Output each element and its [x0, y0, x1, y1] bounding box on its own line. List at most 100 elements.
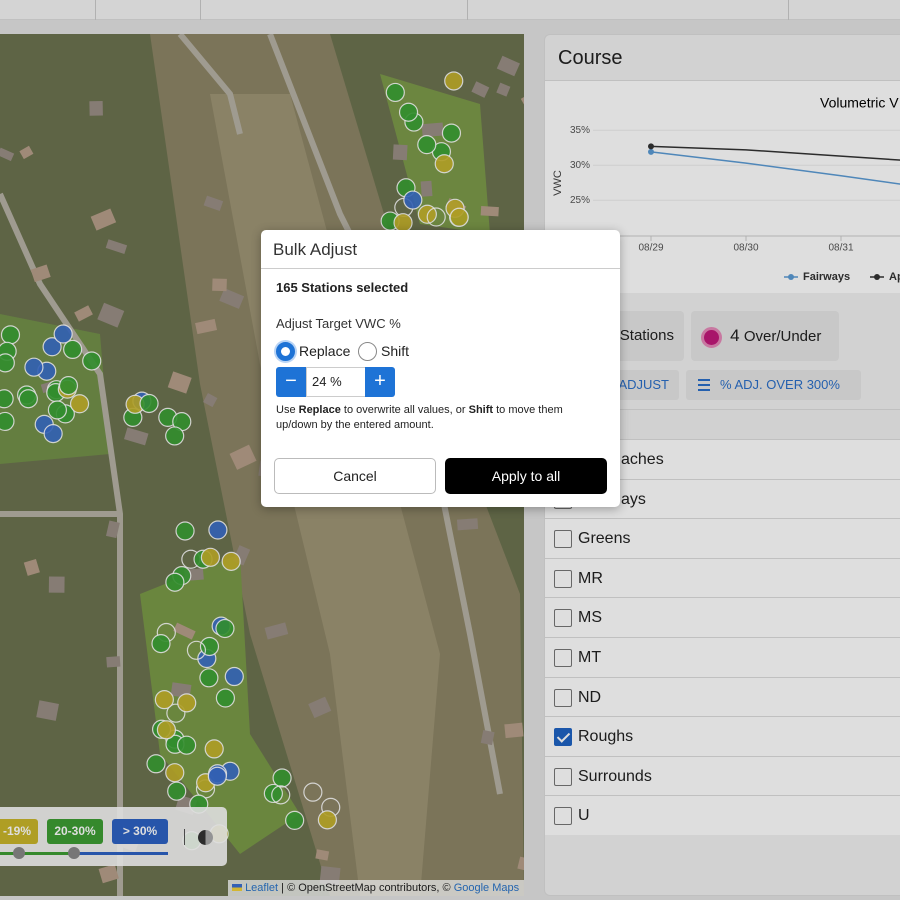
cancel-button[interactable]: Cancel — [274, 458, 436, 494]
checkbox[interactable] — [554, 569, 572, 588]
station-marker — [221, 551, 241, 571]
station-marker — [139, 393, 159, 414]
row-label: ND — [578, 688, 602, 706]
radio-button[interactable] — [276, 342, 295, 361]
map[interactable]: -19% 20-30% > 30% Leaflet | © OpenStreet… — [0, 34, 524, 896]
house — [212, 278, 227, 292]
road — [0, 192, 123, 896]
selection-count: 165 Stations selected — [276, 280, 409, 295]
road — [177, 34, 243, 135]
layer-icon[interactable] — [198, 830, 213, 845]
station-marker — [0, 411, 15, 432]
slider-handle[interactable] — [68, 847, 80, 859]
checkbox[interactable] — [554, 530, 572, 549]
house — [173, 622, 196, 640]
station-marker — [208, 520, 228, 540]
station-marker — [177, 693, 197, 713]
y-tick-label: 30% — [570, 160, 590, 171]
map-imagery — [0, 34, 524, 896]
station-marker — [215, 618, 235, 639]
station-marker — [154, 690, 174, 710]
house — [167, 371, 192, 394]
list-row[interactable]: Surrounds — [545, 755, 900, 796]
list-row[interactable]: MR — [545, 557, 900, 598]
link[interactable]: Google Maps — [453, 882, 520, 894]
divider — [95, 0, 96, 20]
checkbox[interactable] — [554, 609, 572, 628]
station-marker — [403, 190, 423, 210]
radio-button[interactable] — [358, 342, 377, 361]
list-row[interactable]: Roughs — [545, 716, 900, 757]
map-legend: -19% 20-30% > 30% — [0, 807, 227, 866]
checkbox[interactable] — [554, 767, 572, 786]
link[interactable]: Leaflet — [245, 882, 279, 894]
station-marker — [53, 324, 73, 344]
house — [420, 180, 433, 197]
checkbox[interactable] — [554, 649, 572, 667]
house — [219, 288, 245, 309]
slider-handle[interactable] — [13, 847, 25, 859]
amount-input[interactable]: 24 % — [306, 367, 366, 397]
house — [480, 729, 495, 746]
help-text: Use Replace to overwrite all values, or … — [276, 403, 596, 433]
list-row[interactable]: U — [545, 795, 900, 836]
station-marker — [165, 572, 185, 592]
x-tick-label: 08/30 — [733, 243, 758, 254]
row-label: ays — [621, 490, 646, 508]
y-tick-label: 25% — [570, 195, 590, 206]
house — [392, 144, 408, 161]
attribution-text: | © OpenStreetMap contributors, © — [281, 882, 451, 894]
legend-chip[interactable]: -19% — [0, 819, 38, 844]
help-part: Shift — [468, 404, 494, 416]
legend-swatch — [874, 274, 880, 280]
house — [203, 195, 224, 212]
station-marker — [224, 666, 244, 687]
legend-chip[interactable]: > 30% — [112, 819, 168, 844]
field-label: Adjust Target VWC % — [276, 316, 401, 331]
bulk-adjust-modal: Bulk Adjust 165 Stations selected Adjust… — [261, 230, 620, 507]
panel-title: Course — [545, 35, 900, 81]
slider-track — [0, 852, 168, 855]
checkbox[interactable] — [554, 807, 572, 826]
button-label: % ADJ. OVER 300% — [720, 377, 840, 392]
list-row[interactable]: Greens — [545, 518, 900, 559]
checkbox[interactable] — [554, 728, 572, 747]
apply-button[interactable]: Apply to all — [445, 458, 607, 494]
legend-label: Fairways — [803, 271, 850, 283]
decrement-button[interactable]: − — [276, 367, 306, 397]
row-label: U — [578, 807, 590, 825]
legend-swatch — [788, 274, 794, 280]
stat-card[interactable]: 4 Over/Under — [691, 311, 839, 361]
checkbox[interactable] — [554, 688, 572, 707]
action-button[interactable]: % ADJ. OVER 300% — [686, 370, 861, 400]
station-marker — [47, 400, 67, 420]
y-axis-label: VWC — [552, 170, 564, 196]
row-label: Roughs — [578, 728, 634, 746]
station-marker — [417, 135, 437, 155]
house — [23, 559, 40, 576]
house — [97, 302, 125, 328]
station-marker — [285, 810, 305, 830]
series-line — [650, 151, 900, 185]
house — [105, 239, 128, 254]
separator — [184, 829, 185, 845]
station-marker — [303, 782, 323, 802]
radio-label: Shift — [381, 343, 410, 359]
row-label: MR — [578, 569, 603, 587]
legend-label: Ap — [889, 271, 900, 283]
station-marker — [18, 389, 38, 409]
house — [471, 81, 490, 98]
legend-chip[interactable]: 20-30% — [47, 819, 103, 844]
house — [308, 696, 332, 719]
list-row[interactable]: MS — [545, 597, 900, 638]
station-marker — [82, 351, 102, 371]
house — [517, 856, 524, 873]
x-tick-label: 08/31 — [828, 243, 853, 254]
list-row[interactable]: ND — [545, 676, 900, 717]
stat-label: Stations — [619, 327, 674, 344]
increment-button[interactable]: + — [365, 367, 395, 397]
list-row[interactable]: MT — [545, 637, 900, 677]
station-marker — [58, 376, 79, 396]
chart-title: Volumetric V — [820, 95, 899, 111]
